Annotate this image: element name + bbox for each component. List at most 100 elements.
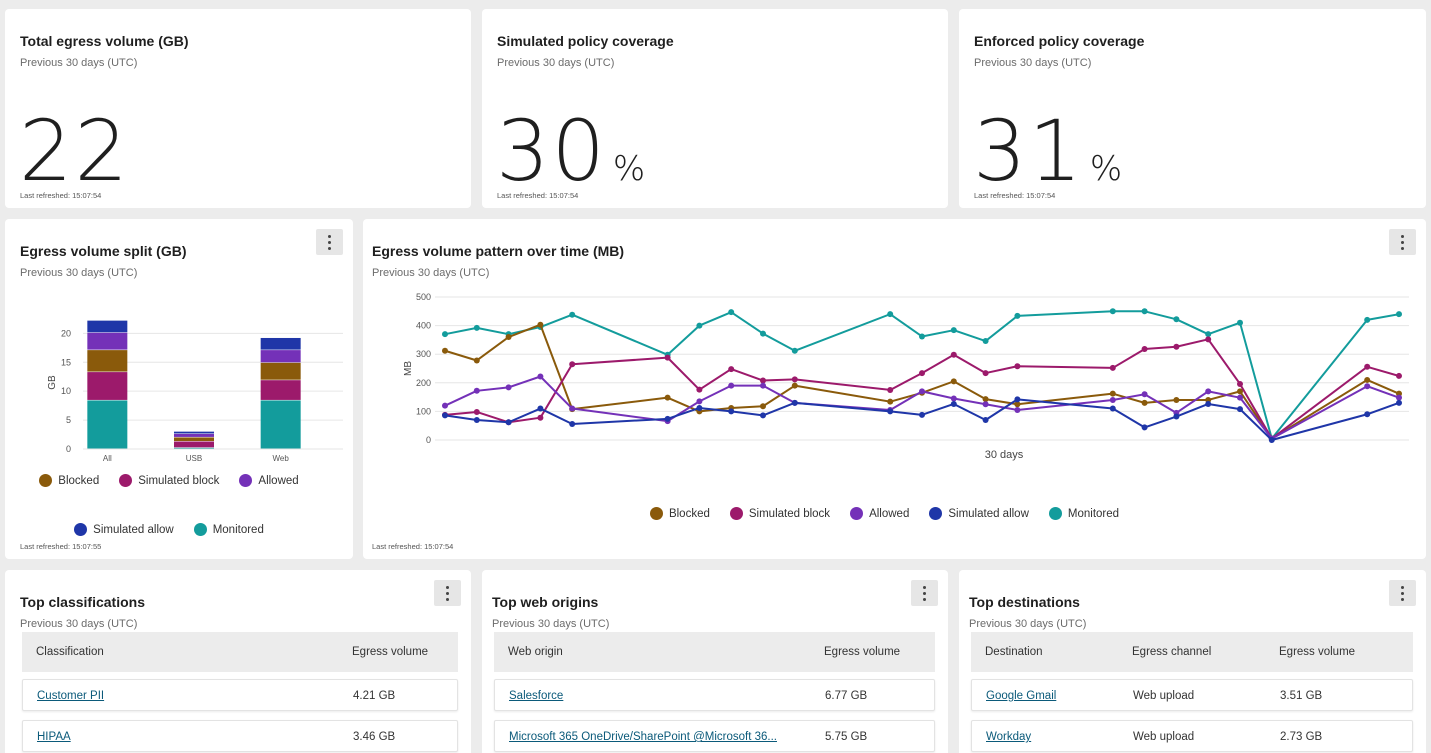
- data-point-monitored[interactable]: [1014, 312, 1021, 319]
- data-point-allowed[interactable]: [728, 382, 735, 389]
- column-header-web-origin[interactable]: Web origin: [508, 646, 563, 658]
- data-point-simulated-block[interactable]: [1237, 380, 1243, 387]
- data-point-allowed[interactable]: [537, 373, 544, 380]
- data-point-simulated-allow[interactable]: [919, 411, 925, 418]
- data-point-monitored[interactable]: [1141, 308, 1148, 315]
- data-point-allowed[interactable]: [569, 405, 576, 412]
- bar-all-simulated-allow[interactable]: [87, 320, 128, 333]
- destination-link[interactable]: Google Gmail: [986, 690, 1057, 702]
- data-point-simulated-allow[interactable]: [982, 416, 989, 423]
- data-point-monitored[interactable]: [696, 322, 703, 329]
- data-point-blocked[interactable]: [760, 403, 766, 410]
- data-point-simulated-block[interactable]: [887, 386, 894, 393]
- data-point-simulated-allow[interactable]: [791, 399, 798, 406]
- data-point-monitored[interactable]: [1205, 331, 1212, 338]
- data-point-monitored[interactable]: [473, 324, 480, 331]
- data-point-simulated-allow[interactable]: [505, 419, 512, 426]
- data-point-monitored[interactable]: [1173, 316, 1180, 323]
- data-point-allowed[interactable]: [919, 388, 925, 395]
- column-header-destination[interactable]: Destination: [985, 646, 1043, 658]
- column-header-classification[interactable]: Classification: [36, 646, 104, 658]
- data-point-allowed[interactable]: [1396, 394, 1402, 401]
- data-point-allowed[interactable]: [760, 382, 766, 389]
- data-point-allowed[interactable]: [1205, 388, 1212, 395]
- data-point-simulated-allow[interactable]: [664, 415, 671, 422]
- data-point-simulated-allow[interactable]: [887, 408, 894, 415]
- data-point-allowed[interactable]: [1109, 396, 1116, 403]
- data-point-simulated-allow[interactable]: [1141, 424, 1148, 431]
- data-point-simulated-allow[interactable]: [950, 400, 957, 407]
- data-point-allowed[interactable]: [982, 401, 989, 408]
- data-point-simulated-block[interactable]: [537, 414, 544, 421]
- data-point-monitored[interactable]: [442, 331, 448, 338]
- data-point-blocked[interactable]: [950, 378, 957, 385]
- bar-all-monitored[interactable]: [87, 400, 128, 449]
- data-point-blocked[interactable]: [1109, 390, 1116, 397]
- data-point-simulated-block[interactable]: [473, 408, 480, 415]
- data-point-simulated-block[interactable]: [696, 386, 703, 393]
- data-point-simulated-block[interactable]: [1364, 363, 1371, 370]
- data-point-simulated-allow[interactable]: [1396, 399, 1402, 406]
- data-point-simulated-block[interactable]: [1205, 336, 1212, 343]
- data-point-blocked[interactable]: [791, 382, 798, 389]
- bar-usb-simulated-block[interactable]: [174, 441, 214, 448]
- data-point-blocked[interactable]: [1141, 399, 1148, 406]
- data-point-blocked[interactable]: [505, 334, 512, 341]
- data-point-simulated-allow[interactable]: [1173, 413, 1180, 420]
- legend-item-monitored[interactable]: Monitored: [193, 523, 264, 536]
- data-point-simulated-allow[interactable]: [1364, 411, 1371, 418]
- more-options-button[interactable]: [434, 580, 461, 606]
- data-point-simulated-block[interactable]: [1396, 372, 1402, 379]
- data-point-simulated-block[interactable]: [1173, 343, 1180, 350]
- data-point-simulated-allow[interactable]: [760, 412, 766, 419]
- bar-all-allowed[interactable]: [87, 332, 128, 350]
- data-point-simulated-block[interactable]: [791, 376, 798, 383]
- data-point-monitored[interactable]: [982, 338, 989, 345]
- legend-item-blocked[interactable]: Blocked: [39, 474, 99, 487]
- more-options-button[interactable]: [911, 580, 938, 606]
- data-point-simulated-allow[interactable]: [537, 405, 544, 412]
- data-point-simulated-allow[interactable]: [442, 412, 448, 419]
- data-point-allowed[interactable]: [950, 395, 957, 402]
- data-point-monitored[interactable]: [1364, 316, 1371, 323]
- data-point-simulated-block[interactable]: [950, 351, 957, 358]
- data-point-allowed[interactable]: [1364, 383, 1371, 390]
- bar-usb-monitored[interactable]: [174, 447, 214, 449]
- data-point-simulated-block[interactable]: [760, 377, 766, 384]
- column-header-egress-volume[interactable]: Egress volume: [1279, 646, 1356, 658]
- bar-web-allowed[interactable]: [260, 350, 301, 363]
- data-point-monitored[interactable]: [950, 327, 957, 334]
- more-options-button[interactable]: [316, 229, 343, 255]
- more-options-button[interactable]: [1389, 229, 1416, 255]
- data-point-simulated-block[interactable]: [919, 370, 925, 377]
- data-point-simulated-block[interactable]: [1141, 346, 1148, 353]
- data-point-monitored[interactable]: [887, 311, 894, 318]
- legend-item-allowed[interactable]: Allowed: [850, 507, 909, 520]
- data-point-simulated-block[interactable]: [982, 370, 989, 377]
- data-point-simulated-allow[interactable]: [1205, 400, 1212, 407]
- data-point-blocked[interactable]: [1014, 401, 1021, 408]
- data-point-simulated-block[interactable]: [569, 361, 576, 368]
- column-header-egress-volume[interactable]: Egress volume: [824, 646, 901, 658]
- data-point-monitored[interactable]: [569, 311, 576, 318]
- legend-item-monitored[interactable]: Monitored: [1048, 507, 1119, 520]
- bar-web-blocked[interactable]: [260, 362, 301, 380]
- data-point-allowed[interactable]: [1014, 406, 1021, 413]
- data-point-monitored[interactable]: [1396, 311, 1402, 318]
- data-point-blocked[interactable]: [1237, 388, 1243, 395]
- bar-web-simulated-block[interactable]: [260, 380, 301, 400]
- data-point-monitored[interactable]: [791, 347, 798, 354]
- classification-link[interactable]: Customer PII: [37, 690, 105, 702]
- data-point-simulated-block[interactable]: [1109, 364, 1116, 371]
- data-point-simulated-block[interactable]: [664, 354, 671, 361]
- bar-all-simulated-block[interactable]: [87, 372, 128, 400]
- legend-item-allowed[interactable]: Allowed: [239, 474, 299, 487]
- data-point-simulated-allow[interactable]: [1237, 406, 1243, 413]
- data-point-simulated-allow[interactable]: [728, 408, 735, 415]
- column-header-egress-volume[interactable]: Egress volume: [352, 646, 429, 658]
- data-point-blocked[interactable]: [887, 398, 894, 405]
- data-point-monitored[interactable]: [919, 333, 925, 340]
- column-header-egress-channel[interactable]: Egress channel: [1132, 646, 1212, 658]
- data-point-blocked[interactable]: [473, 357, 480, 364]
- classification-link[interactable]: HIPAA: [37, 731, 71, 743]
